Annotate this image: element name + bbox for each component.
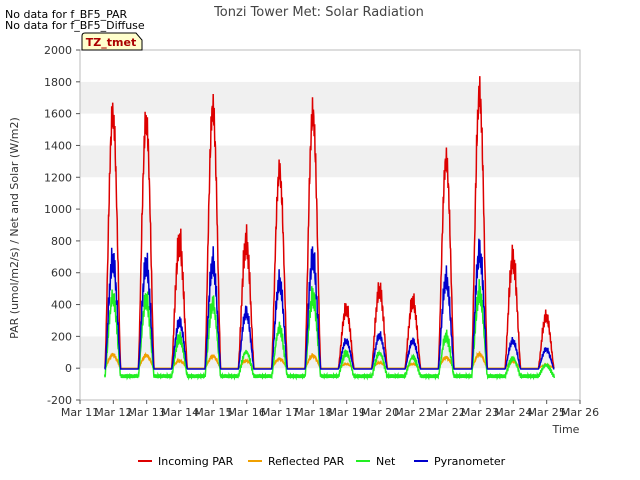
y-tick-label: 800 [51,235,72,248]
y-axis-label: PAR (umol/m2/s) / Net and Solar (W/m2) [8,117,21,339]
y-tick-label: 1200 [44,171,72,184]
series-line-pyranometer [104,238,555,370]
grid-band [80,209,580,241]
series-layer [103,76,556,381]
grid-bands [80,50,580,400]
x-tick-label: Mar 18 [294,406,332,419]
legend-label: Net [376,455,396,468]
x-tick-label: Mar 25 [528,406,566,419]
x-tick-label: Mar 11 [61,406,99,419]
no-data-message-1: No data for f_BF5_PAR [5,8,128,21]
series-line-reflected-par [104,351,555,369]
chart-title: Tonzi Tower Met: Solar Radiation [213,5,424,20]
x-tick-label: Mar 16 [228,406,266,419]
grid-band [80,50,580,82]
y-tick-label: 400 [51,299,72,312]
legend-label: Reflected PAR [268,455,345,468]
x-tick-label: Mar 26 [561,406,599,419]
legend-label: Pyranometer [434,455,506,468]
x-tick-label: Mar 20 [361,406,399,419]
plot-frame [79,49,581,401]
no-data-message-2: No data for f_BF5_Diffuse [5,19,145,32]
grid-band [80,336,580,369]
x-tick-label: Mar 21 [394,406,432,419]
y-tick-label: 2000 [44,44,72,57]
y-tick-label: 200 [51,330,72,343]
x-axis-label: Time [552,423,580,436]
grid-band [80,368,580,400]
x-tick-label: Mar 13 [128,406,166,419]
grid-band [80,145,580,178]
y-tick-label: 1400 [44,139,72,152]
x-tick-label: Mar 23 [461,406,499,419]
grid-band [80,304,580,337]
y-tick-label: 1600 [44,108,72,121]
x-tick-label: Mar 15 [194,406,232,419]
y-tick-label: 0 [65,362,72,375]
x-tick-label: Mar 22 [428,406,466,419]
series-line-net [103,279,556,381]
grid-band [80,113,580,146]
x-tick-label: Mar 19 [328,406,366,419]
x-tick-label: Mar 24 [494,406,532,419]
x-tick-label: Mar 17 [261,406,299,419]
grid-band [80,81,580,114]
y-tick-label: 600 [51,267,72,280]
tag-label: TZ_tmet [86,36,136,49]
x-tick-label: Mar 14 [161,406,199,419]
y-tick-label: 1000 [44,203,72,216]
y-tick-label: -200 [47,394,72,407]
tz-tmet-tag: TZ_tmet [81,32,143,51]
grid-band [80,177,580,210]
x-tick-label: Mar 12 [94,406,132,419]
y-tick-label: 1800 [44,76,72,89]
grid-band [80,240,580,273]
y-axis-ticks: -200 0 200 400 600 800 1000 1200 1400 1600 1800 200… [44,44,80,407]
legend-label: Incoming PAR [158,455,234,468]
grid-band [80,272,580,305]
legend: Incoming PAR Reflected PAR Net Pyranometer [138,455,506,468]
